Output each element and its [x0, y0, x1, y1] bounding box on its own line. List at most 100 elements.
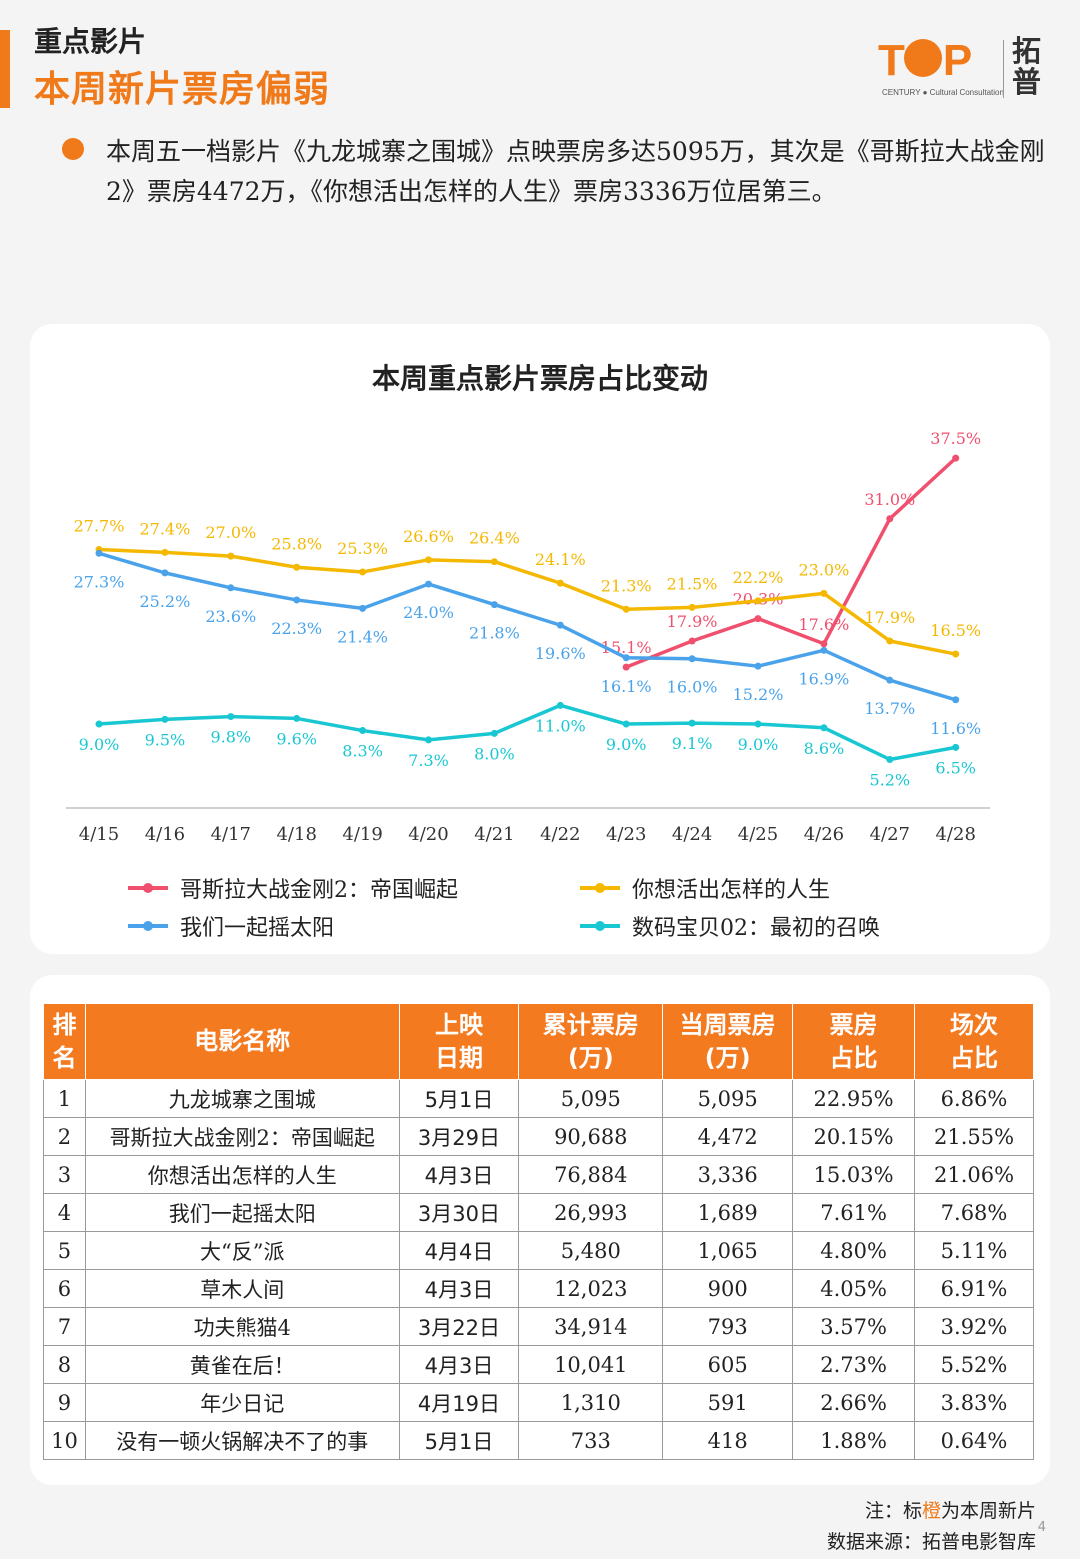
legend-label: 数码宝贝02：最初的召唤 [632, 916, 880, 941]
data-label: 19.6% [535, 644, 586, 663]
data-point [754, 720, 762, 728]
data-point [425, 580, 432, 588]
table-cell: 你想活出怎样的人生 [84, 1155, 400, 1194]
data-label: 15.2% [733, 685, 784, 704]
table-row: 7 功夫熊猫4 3月22日 34,914 793 3.57% 3.92% [43, 1307, 1034, 1346]
data-point [95, 549, 103, 557]
data-label: 7.3% [408, 751, 449, 770]
legend-marker-icon [580, 883, 620, 893]
data-point [952, 743, 960, 751]
table-row: 5 大“反”派 4月4日 5,480 1,065 4.80% 5.11% [43, 1231, 1034, 1270]
data-label: 24.0% [403, 603, 454, 622]
table-cell: 我们一起摇太阳 [84, 1193, 400, 1232]
table-row: 10 没有一顿火锅解决不了的事 5月1日 733 418 1.88% 0.64% [43, 1421, 1034, 1460]
x-tick-label: 4/18 [276, 824, 316, 845]
data-point [227, 584, 235, 592]
table-header-cell: 当周票房 (万) [662, 1003, 794, 1080]
table-cell: 1,689 [662, 1193, 794, 1232]
table-cell: 3.92% [914, 1307, 1034, 1346]
data-point [556, 579, 564, 587]
data-point [425, 556, 432, 564]
table-cell: 4月3日 [398, 1345, 520, 1384]
table-cell: 7.68% [914, 1193, 1034, 1232]
data-point [556, 701, 564, 709]
data-point [490, 558, 498, 566]
data-label: 21.8% [469, 624, 520, 643]
data-point [622, 605, 630, 613]
header-line-1: 场次 [950, 1010, 999, 1039]
table-cell: 9 [43, 1383, 86, 1422]
x-tick-label: 4/24 [672, 824, 712, 845]
header-line-1: 排 [52, 1010, 77, 1039]
data-point [754, 615, 762, 623]
data-point [754, 662, 762, 670]
logo-chinese: 拓普 [1012, 34, 1042, 99]
data-label: 27.7% [74, 517, 125, 536]
table-cell: 5月1日 [398, 1079, 520, 1118]
data-point [425, 736, 432, 744]
table-cell: 2.66% [792, 1383, 916, 1422]
table-cell: 4月3日 [398, 1269, 520, 1308]
data-point [820, 646, 828, 654]
data-label: 11.0% [535, 716, 586, 735]
chart-card [30, 324, 1050, 954]
data-point [622, 654, 630, 662]
page-number: 4 [1037, 1520, 1046, 1535]
table-cell: 8 [43, 1345, 86, 1384]
data-label: 16.1% [601, 677, 652, 696]
data-label: 13.7% [864, 699, 915, 718]
table-header-cell: 上映 日期 [398, 1003, 520, 1080]
table-cell: 5,480 [518, 1231, 664, 1270]
data-label: 5.2% [869, 770, 910, 789]
table-cell: 2.73% [792, 1345, 916, 1384]
data-point [688, 655, 696, 663]
footnote-prefix: 注：标 [864, 1500, 922, 1522]
legend-label: 我们一起摇太阳 [180, 916, 335, 941]
page-title: 本周新片票房偏弱 [34, 69, 331, 110]
table-cell: 5,095 [662, 1079, 794, 1118]
data-label: 37.5% [930, 429, 981, 448]
table-cell: 6.86% [914, 1079, 1034, 1118]
table-cell: 793 [662, 1307, 794, 1346]
bullet-dot-icon [62, 138, 84, 160]
data-label: 26.4% [469, 529, 520, 548]
data-label: 9.0% [79, 735, 120, 754]
data-point [622, 663, 630, 671]
data-label: 21.5% [667, 574, 718, 593]
data-point [820, 724, 828, 732]
data-label: 25.8% [271, 534, 322, 553]
table-cell: 7.61% [792, 1193, 916, 1232]
table-cell: 34,914 [518, 1307, 664, 1346]
series-line [98, 547, 957, 656]
data-point [227, 552, 235, 560]
logo-divider [1003, 40, 1004, 98]
table-cell: 草木人间 [84, 1269, 400, 1308]
data-point [161, 569, 169, 577]
data-point [227, 713, 235, 721]
x-tick-label: 4/21 [474, 824, 514, 845]
header-line-1: 上映 [434, 1010, 483, 1039]
x-tick-label: 4/15 [79, 824, 119, 845]
table-cell: 76,884 [518, 1155, 664, 1194]
x-tick-label: 4/25 [738, 824, 778, 845]
x-tick-label: 4/23 [606, 824, 646, 845]
data-label: 17.9% [667, 612, 718, 631]
series-line [625, 456, 957, 669]
x-tick-label: 4/22 [540, 824, 580, 845]
x-tick-label: 4/16 [145, 824, 185, 845]
table-cell: 九龙城寨之围城 [84, 1079, 400, 1118]
data-point [820, 640, 828, 648]
table-cell: 年少日记 [84, 1383, 400, 1422]
header-line-2: (万) [567, 1043, 614, 1072]
data-point [886, 676, 894, 684]
table-cell: 1,310 [518, 1383, 664, 1422]
table-cell: 15.03% [792, 1155, 916, 1194]
table-header-cell: 排名 [43, 1003, 86, 1080]
legend-label: 你想活出怎样的人生 [632, 878, 831, 903]
data-point [820, 589, 828, 597]
accent-bar [0, 30, 10, 108]
data-label: 31.0% [864, 490, 915, 509]
table-row: 2 哥斯拉大战金刚2：帝国崛起 3月29日 90,688 4,472 20.15% 21.5… [43, 1117, 1034, 1156]
table-cell: 1.88% [792, 1421, 916, 1460]
table-cell: 591 [662, 1383, 794, 1422]
